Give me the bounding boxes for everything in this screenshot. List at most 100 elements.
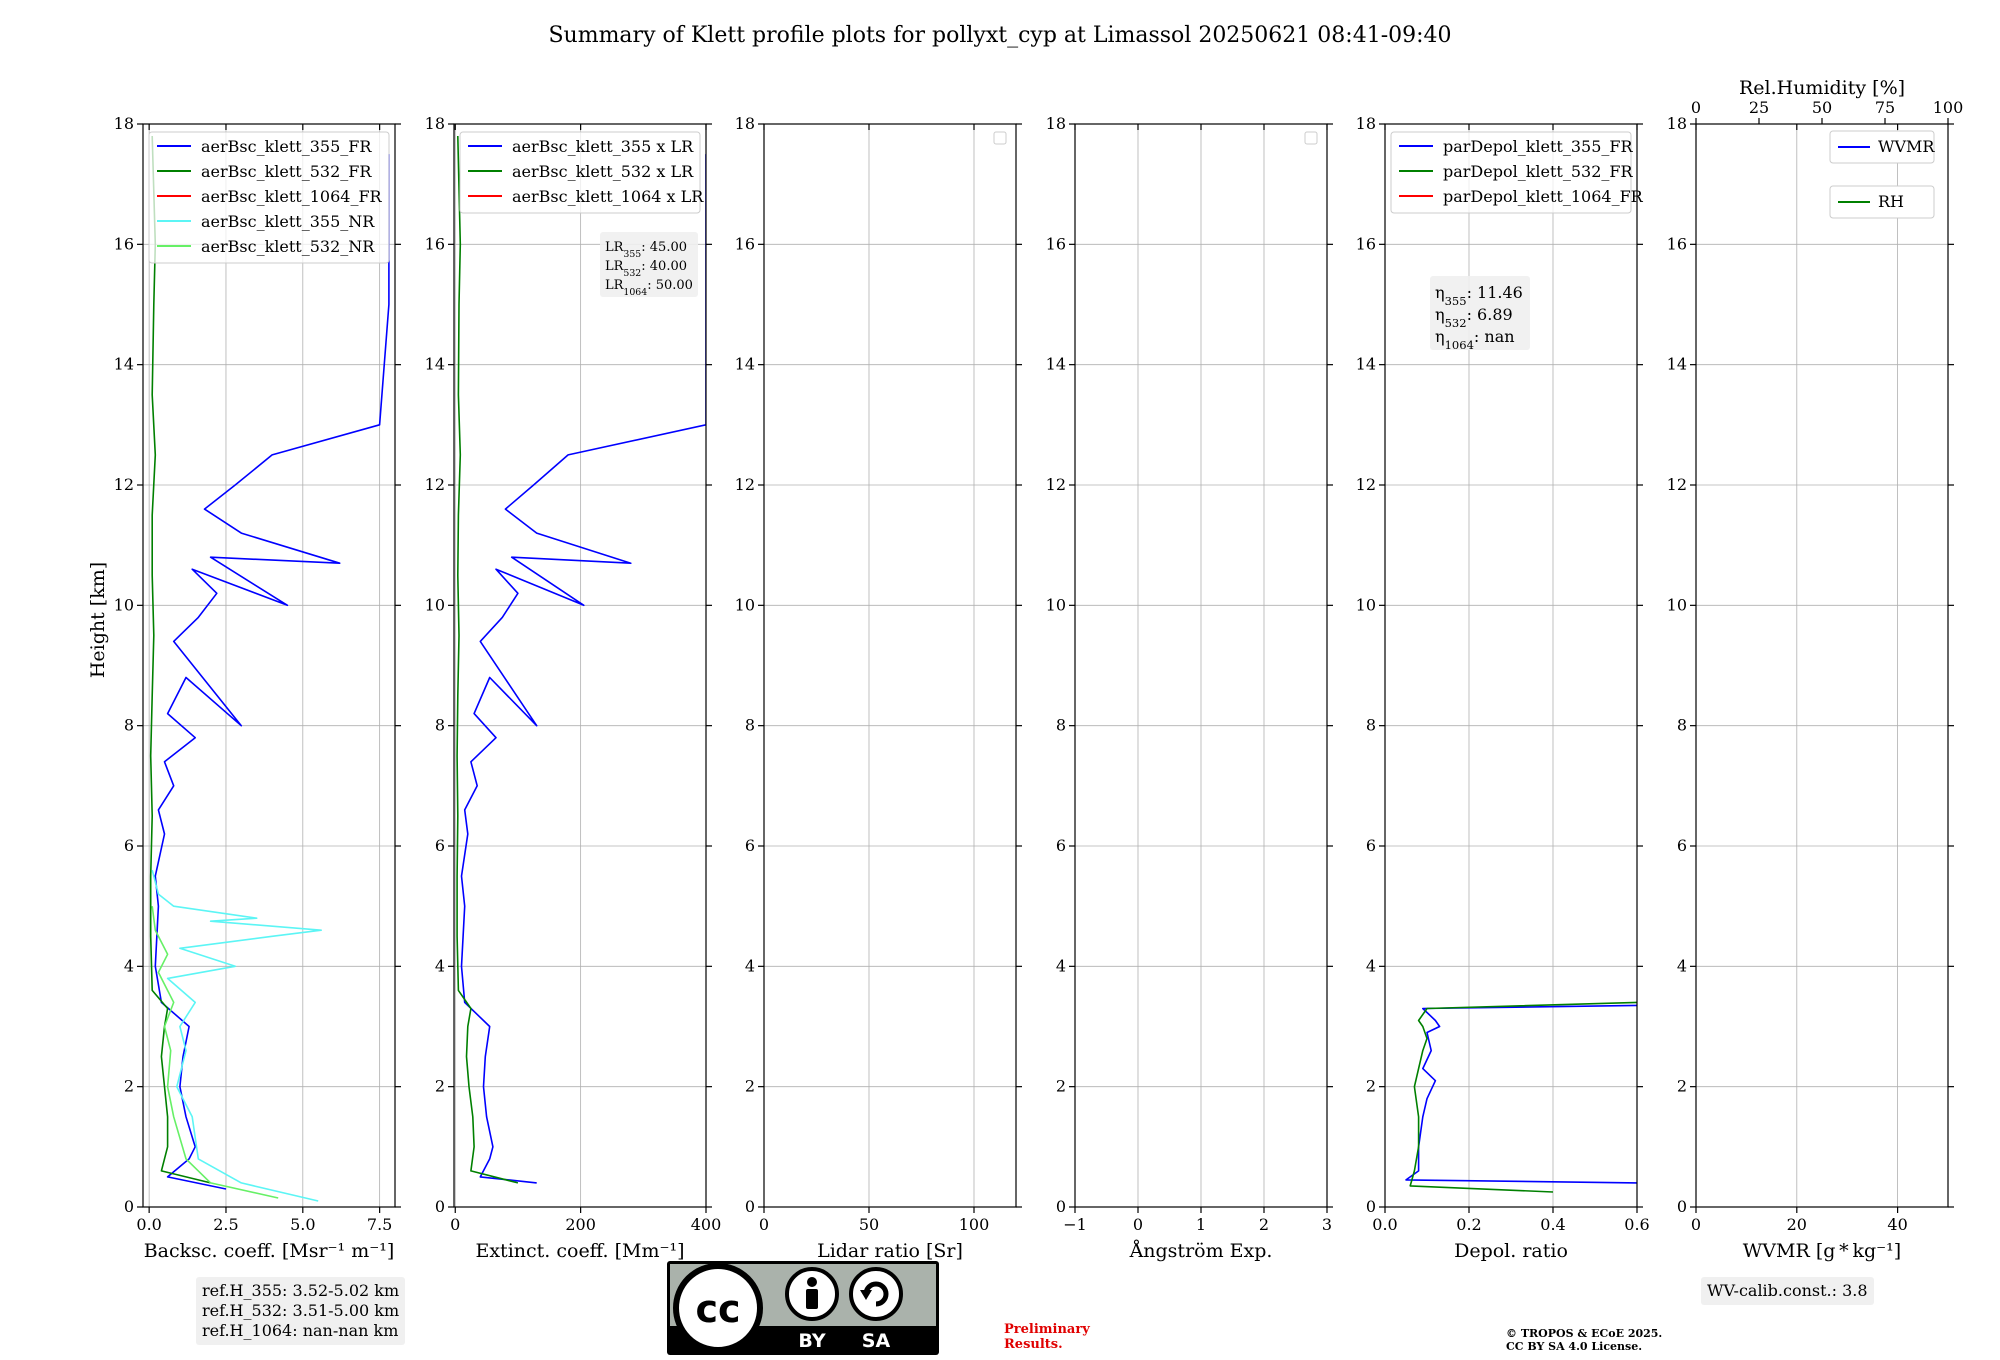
annotation-line: LR1064: 50.00 [605, 278, 693, 298]
x-tick-label: 0 [759, 1215, 769, 1234]
copyright-note: © TROPOS & ECoE 2025. CC BY SA 4.0 Licen… [1506, 1327, 1663, 1353]
x-tick-label: 7.5 [367, 1215, 392, 1234]
x-tick-label: 3 [1322, 1215, 1332, 1234]
legend-backscatter: aerBsc_klett_355_FR aerBsc_klett_532_FRae… [148, 131, 390, 264]
preliminary-note: Preliminary Results. [1004, 1322, 1090, 1352]
y-tick-label: 4 [124, 956, 134, 975]
axes-frame [453, 123, 707, 1208]
sa-label: SA [862, 1330, 891, 1352]
legend-entry: aerBsc_klett_355 x LR [512, 137, 694, 156]
x-tick-label: 20 [1787, 1215, 1807, 1234]
y-tick-label: 10 [114, 595, 134, 614]
top-x-axis-label: Rel.Humidity [%] [1739, 77, 1905, 99]
y-tick-label: 6 [124, 836, 134, 855]
top-x-tick-label: 25 [1749, 98, 1769, 117]
panel-wvmr: 0 20 40 0 2 4 6 8 10 12 14 16 18 WVMR [g * kg⁻¹] 0 25 50… [1667, 77, 1964, 1262]
y-tick-label: 18 [1667, 114, 1687, 133]
y-tick-label: 16 [114, 234, 134, 253]
x-tick-label: 100 [959, 1215, 990, 1234]
y-tick-label: 12 [425, 475, 445, 494]
panel-lidar-ratio: 0 50 100 0 2 4 6 8 10 12 14 16 18 Lidar ratio [Sr] [735, 114, 1022, 1262]
legend-entry: aerBsc_klett_532 x LR [512, 162, 694, 181]
axes-frame [763, 123, 1017, 1208]
y-tick-label: 4 [1677, 956, 1687, 975]
axes-frame [142, 123, 396, 1208]
x-axis-label: Ångström Exp. [1129, 1240, 1273, 1262]
y-tick-label: 16 [425, 234, 445, 253]
x-tick-label: 5.0 [290, 1215, 315, 1234]
x-axis-label: Lidar ratio [Sr] [817, 1240, 963, 1262]
svg-text:cc: cc [695, 1287, 740, 1331]
y-tick-label: 2 [745, 1077, 755, 1096]
y-tick-label: 16 [735, 234, 755, 253]
empty-legend [993, 131, 1007, 145]
wv-calib-box: WV-calib.const.: 3.8 [1701, 1277, 1874, 1305]
ref-height-532: ref.H_532: 3.51-5.00 km [202, 1301, 400, 1320]
y-tick-label: 2 [1366, 1077, 1376, 1096]
panel-depol: 0.0 0.2 0.4 0.6 0 2 4 6 8 10 12 14 16 18 Depol. ratio p… [1356, 114, 1650, 1262]
y-tick-label: 14 [1046, 355, 1066, 374]
empty-legend [1304, 131, 1318, 145]
x-axis-label: Extinct. coeff. [Mm⁻¹] [475, 1240, 684, 1262]
legend-entry: aerBsc_klett_355_NR [201, 212, 375, 231]
y-tick-label: 8 [1056, 716, 1066, 735]
y-tick-label: 12 [1667, 475, 1687, 494]
y-tick-label: 18 [114, 114, 134, 133]
panel-extinction: 0 200 400 0 2 4 6 8 10 12 14 16 18 Extinct. coeff. [M… [425, 114, 722, 1262]
legend-entry: aerBsc_klett_532_FR [201, 162, 372, 181]
series-line-parDepol_klett_355_FR [1405, 1004, 1637, 1184]
x-axis-label: Backsc. coeff. [Msr⁻¹ m⁻¹] [144, 1240, 395, 1262]
legend-entry: parDepol_klett_355_FR [1443, 137, 1634, 156]
y-tick-label: 2 [1056, 1077, 1066, 1096]
x-tick-label: 2 [1259, 1215, 1269, 1234]
y-tick-label: 6 [1056, 836, 1066, 855]
top-x-tick-label: 75 [1875, 98, 1895, 117]
x-tick-label: 0 [450, 1215, 460, 1234]
y-tick-label: 16 [1356, 234, 1376, 253]
top-x-tick-label: 50 [1812, 98, 1832, 117]
y-tick-label: 0 [435, 1197, 445, 1216]
panel-backscatter: 0.0 2.5 5.0 7.5 0 2 4 6 8 10 12 14 16 18 Backsc. coeff… [114, 114, 401, 1262]
y-tick-label: 8 [745, 716, 755, 735]
series-line-aerBsc_klett_355_NR [151, 869, 323, 1202]
y-tick-label: 18 [735, 114, 755, 133]
y-tick-label: 8 [124, 716, 134, 735]
x-tick-label: 50 [859, 1215, 879, 1234]
y-tick-label: 18 [1356, 114, 1376, 133]
y-tick-label: 12 [1356, 475, 1376, 494]
top-x-tick-label: 0 [1691, 98, 1701, 117]
ref-height-1064: ref.H_1064: nan-nan km [202, 1321, 399, 1340]
y-tick-label: 8 [1677, 716, 1687, 735]
series-line-aerBsc_klett_355 x LR [460, 154, 706, 1184]
y-tick-label: 14 [1356, 355, 1376, 374]
y-tick-label: 0 [124, 1197, 134, 1216]
svg-text:WVMR: WVMR [1878, 137, 1935, 156]
series-line-aerBsc_klett_355_FR [154, 154, 390, 1190]
y-tick-label: 6 [1366, 836, 1376, 855]
legend-entry: aerBsc_klett_355_FR [201, 137, 372, 156]
x-tick-label: 0.4 [1540, 1215, 1565, 1234]
y-tick-label: 2 [435, 1077, 445, 1096]
x-tick-label: −1 [1063, 1215, 1087, 1234]
ref-height-355: ref.H_355: 3.52-5.02 km [202, 1281, 400, 1300]
x-tick-label: 0.2 [1456, 1215, 1481, 1234]
by-label: BY [798, 1330, 825, 1352]
y-tick-label: 0 [1366, 1197, 1376, 1216]
y-tick-label: 10 [425, 595, 445, 614]
annotation-line: η1064: nan [1435, 327, 1515, 352]
y-tick-label: 10 [1046, 595, 1066, 614]
series-line-parDepol_klett_532_FR [1409, 1001, 1637, 1193]
ref-height-box: ref.H_355: 3.52-5.02 km ref.H_532: 3.51-… [196, 1277, 406, 1345]
x-tick-label: 400 [691, 1215, 722, 1234]
x-tick-label: 0.0 [1372, 1215, 1397, 1234]
y-tick-label: 14 [1667, 355, 1687, 374]
series-line-aerBsc_klett_532_NR [151, 906, 279, 1199]
series-line-aerBsc_klett_532_FR [149, 135, 211, 1184]
x-tick-label: 0.0 [136, 1215, 161, 1234]
x-axis-label: WVMR [g * kg⁻¹] [1743, 1240, 1901, 1262]
y-tick-label: 4 [745, 956, 755, 975]
y-tick-label: 8 [435, 716, 445, 735]
